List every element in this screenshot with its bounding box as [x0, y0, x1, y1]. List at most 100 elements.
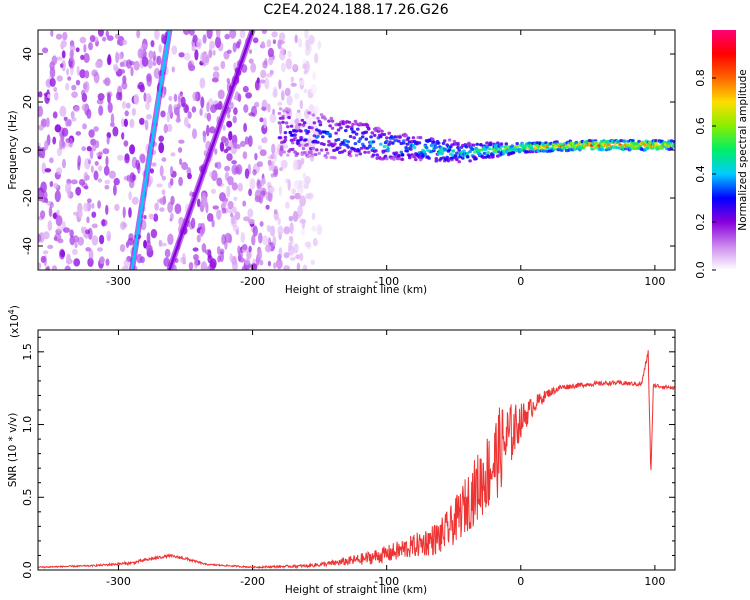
heatmap-cell — [191, 106, 197, 113]
heatmap-cell — [242, 151, 248, 160]
heatmap-cell — [290, 147, 295, 151]
heatmap-cell — [80, 54, 85, 61]
heatmap-cell — [293, 133, 297, 137]
heatmap-cell — [267, 47, 274, 58]
heatmap-cell — [70, 49, 74, 59]
heatmap-cell — [231, 160, 238, 165]
heatmap-cell — [98, 151, 103, 156]
heatmap-cell — [130, 66, 134, 77]
heatmap-cell — [122, 206, 126, 219]
y-tick-label: 1.0 — [21, 416, 34, 434]
heatmap-cell — [346, 125, 351, 129]
heatmap-cell — [309, 36, 315, 45]
heatmap-cell — [316, 116, 320, 120]
heatmap-cell — [242, 200, 247, 207]
heatmap-cell — [163, 123, 168, 134]
y-tick-label: -40 — [21, 237, 34, 255]
heatmap-cell — [81, 92, 88, 103]
heatmap-cell — [409, 147, 413, 151]
heatmap-cell — [140, 43, 148, 50]
heatmap-cell — [123, 118, 128, 128]
heatmap-cell — [110, 113, 115, 125]
heatmap-cell — [220, 136, 227, 143]
heatmap-cell — [77, 155, 81, 167]
heatmap-cell — [456, 141, 460, 146]
heatmap-cell — [272, 86, 278, 95]
heatmap-cell — [181, 161, 189, 171]
heatmap-cell — [259, 187, 267, 196]
heatmap-cell — [287, 108, 291, 113]
heatmap-cell — [289, 124, 294, 128]
heatmap-cell — [404, 133, 408, 138]
heatmap-cell — [468, 150, 472, 154]
heatmap-cell — [84, 70, 90, 79]
heatmap-cell — [170, 152, 176, 157]
heatmap-cell — [316, 140, 320, 144]
heatmap-cell — [321, 135, 325, 139]
heatmap-cell — [313, 153, 318, 157]
heatmap-cell — [283, 135, 288, 139]
heatmap-cell — [348, 149, 353, 153]
heatmap-cell — [44, 197, 49, 204]
heatmap-cell — [299, 195, 306, 207]
heatmap-cell — [325, 151, 330, 155]
heatmap-cell — [112, 126, 119, 137]
heatmap-cell — [271, 31, 278, 38]
heatmap-cell — [391, 141, 395, 145]
heatmap-cell — [303, 88, 308, 94]
heatmap-cell — [122, 39, 128, 46]
heatmap-cell — [106, 136, 110, 145]
heatmap-cell — [265, 244, 272, 253]
heatmap-cell — [339, 126, 343, 130]
heatmap-cell — [287, 179, 291, 191]
heatmap-cell — [56, 56, 63, 61]
heatmap-cell — [87, 257, 94, 267]
heatmap-cell — [249, 49, 252, 54]
heatmap-cell — [354, 132, 359, 136]
heatmap-cell — [323, 117, 328, 121]
heatmap-cell — [104, 179, 111, 185]
heatmap-cell — [171, 66, 175, 73]
heatmap-cell — [88, 159, 91, 165]
heatmap-cell — [333, 156, 337, 160]
heatmap-cell — [252, 169, 257, 176]
heatmap-cell — [250, 62, 257, 73]
y-tick-label: 0 — [21, 147, 34, 154]
heatmap-cell — [68, 56, 75, 69]
heatmap-cell — [496, 141, 500, 145]
heatmap-cell — [128, 207, 132, 218]
heatmap-cell — [87, 198, 92, 203]
heatmap-cell — [200, 96, 205, 109]
y-tick-label: 1.5 — [21, 343, 34, 361]
heatmap-cell — [97, 178, 103, 183]
heatmap-cell — [160, 242, 167, 247]
heatmap-cell — [442, 139, 447, 143]
heatmap-cell — [108, 170, 116, 179]
heatmap-cell — [430, 137, 435, 141]
heatmap-cell — [232, 42, 237, 53]
heatmap-cell — [348, 154, 353, 158]
heatmap-cell — [329, 116, 334, 120]
heatmap-cell — [356, 127, 360, 131]
heatmap-cell — [316, 224, 323, 236]
heatmap-cell — [294, 129, 299, 133]
heatmap-cell — [121, 81, 128, 90]
heatmap-cell — [292, 210, 299, 222]
snr-ylabel: SNR (10 * v/v) — [7, 413, 19, 488]
heatmap-cell — [79, 36, 87, 44]
heatmap-cell — [42, 231, 50, 240]
heatmap-cell — [124, 110, 129, 117]
heatmap-cell — [494, 148, 499, 152]
heatmap-cell — [308, 104, 315, 113]
heatmap-cell — [202, 131, 207, 143]
heatmap-cell — [304, 241, 312, 248]
heatmap-cell — [102, 148, 110, 155]
heatmap-cell — [72, 235, 80, 243]
heatmap-cell — [64, 265, 71, 270]
heatmap-cell — [175, 117, 181, 123]
colorbar-label: Normalized spectral amplitude — [737, 69, 749, 230]
heatmap-cell — [158, 142, 165, 154]
heatmap-cell — [71, 248, 78, 255]
heatmap-cell — [118, 53, 123, 60]
heatmap-cell — [464, 145, 469, 149]
